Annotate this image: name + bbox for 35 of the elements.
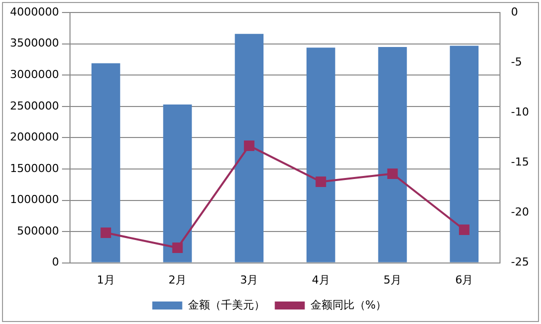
y2-tick-label: -20: [511, 206, 529, 219]
y-tick-label: 3000000: [10, 68, 59, 82]
bar: [234, 34, 264, 262]
point: [172, 242, 183, 254]
bar: [163, 104, 192, 262]
y-tick-label: 500000: [16, 224, 59, 238]
bar: [378, 47, 407, 262]
bar: [91, 63, 120, 262]
bar: [306, 48, 336, 262]
x-tick-label: 1月: [96, 273, 115, 286]
y-tick-label: 3500000: [10, 36, 59, 50]
y2-tick-label: -10: [511, 106, 529, 119]
y2-tick-label: -5: [511, 56, 522, 68]
x-tick-label: 6月: [455, 273, 474, 286]
x-tick-label: 3月: [240, 273, 258, 286]
point: [458, 224, 470, 236]
y-tick-label: 1000000: [10, 193, 59, 206]
y2-tick-label: 0: [511, 5, 518, 18]
y-tick-label: 0: [52, 256, 59, 269]
y-tick-label: 1500000: [10, 162, 59, 175]
x-tick-label: 4月: [312, 273, 330, 286]
x-tick-label: 2月: [168, 273, 186, 286]
point: [244, 140, 254, 151]
y-tick-label: 2500000: [10, 99, 59, 112]
bar: [450, 46, 479, 262]
y-tick-label: 4000000: [10, 5, 59, 18]
point: [100, 228, 112, 238]
x-tick-label: 5月: [384, 273, 402, 286]
point: [387, 168, 398, 179]
point: [316, 176, 326, 187]
y-tick-label: 2000000: [10, 130, 59, 144]
legend-label: 金额同比（%）: [310, 298, 387, 312]
legend-label: 金额（千美元）: [188, 298, 265, 312]
y2-tick-label: -25: [511, 256, 529, 269]
y2-tick-label: -15: [511, 156, 529, 169]
